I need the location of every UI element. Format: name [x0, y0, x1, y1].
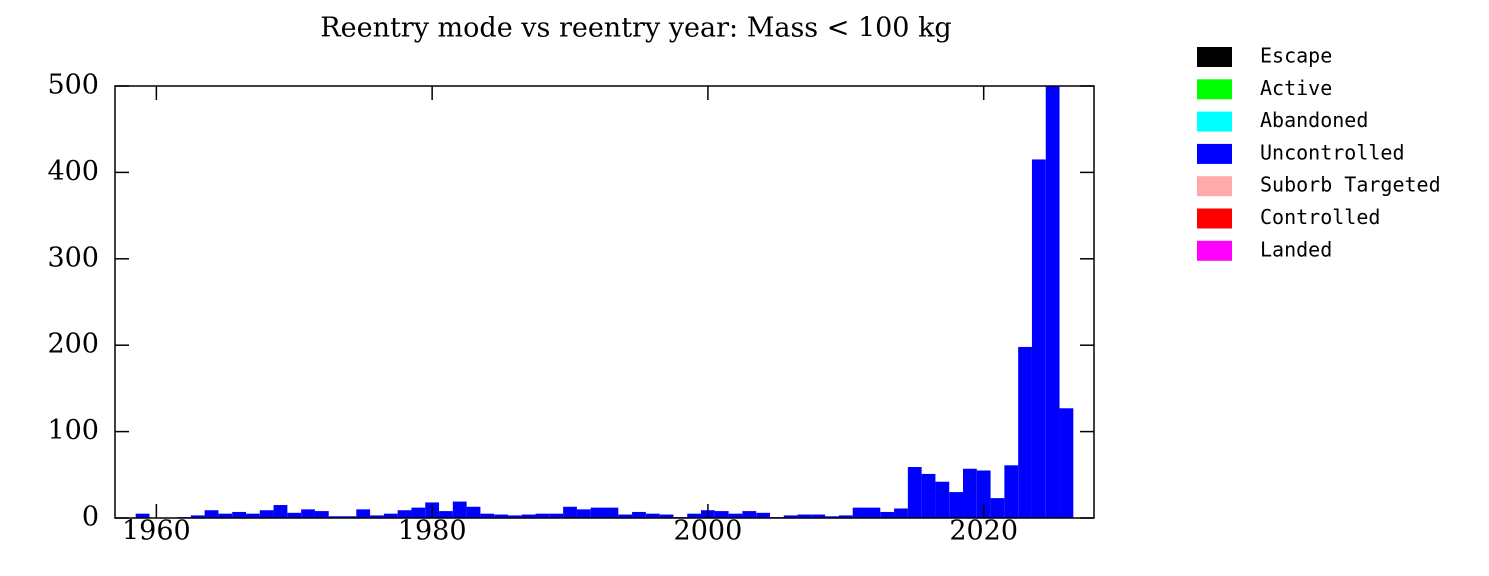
bar [894, 508, 908, 518]
bar [728, 513, 743, 518]
legend-label: Uncontrolled [1260, 140, 1405, 164]
bar [301, 509, 315, 518]
bar [383, 513, 398, 518]
bar [411, 507, 426, 518]
bar [990, 498, 1005, 518]
bar [535, 513, 550, 518]
bar [756, 512, 770, 518]
bar [714, 511, 729, 518]
legend-label: Landed [1260, 237, 1332, 261]
bar [245, 513, 260, 518]
bar [742, 511, 757, 518]
bar [232, 511, 246, 518]
bar [287, 512, 302, 518]
bar [1004, 465, 1019, 518]
legend-swatch [1197, 111, 1232, 132]
bar [645, 513, 660, 518]
bar [480, 513, 495, 518]
bar [632, 511, 646, 518]
x-tick-label: 2000 [674, 516, 743, 547]
legend-label: Suborb Targeted [1260, 173, 1441, 197]
legend-swatch [1197, 208, 1232, 229]
bar [838, 515, 853, 518]
bar [783, 515, 798, 518]
bar [204, 510, 219, 518]
bar [521, 514, 536, 518]
bar [314, 511, 329, 518]
y-tick-label: 400 [47, 156, 99, 187]
bar [259, 510, 274, 518]
legend-swatch [1197, 79, 1232, 100]
x-tick-label: 1980 [398, 516, 467, 547]
x-tick-label: 2020 [949, 516, 1018, 547]
bar [618, 514, 633, 518]
bar [935, 481, 950, 518]
legend-swatch [1197, 240, 1232, 261]
bar [563, 506, 577, 518]
bar [866, 507, 881, 518]
bar [328, 516, 343, 518]
legend-swatch [1197, 176, 1232, 197]
bar [1031, 159, 1046, 518]
bar [590, 507, 605, 518]
bar [452, 501, 467, 518]
bar [576, 509, 591, 518]
y-tick-label: 200 [47, 329, 99, 360]
y-tick-label: 500 [47, 70, 99, 101]
legend-swatch [1197, 47, 1232, 67]
bar [1018, 346, 1032, 518]
bar [797, 514, 812, 518]
bar [811, 514, 826, 518]
bar [907, 467, 922, 518]
bar [1059, 408, 1074, 518]
y-tick-label: 300 [47, 242, 99, 273]
bar [549, 513, 564, 518]
bar [852, 507, 867, 518]
x-tick-label: 1960 [122, 516, 191, 547]
bar [356, 509, 371, 518]
bar [1045, 86, 1060, 518]
bar [976, 470, 991, 518]
legend-label: Active [1260, 76, 1332, 100]
bar [825, 516, 839, 518]
bar [687, 513, 702, 518]
y-tick-label: 0 [82, 502, 99, 533]
bar [963, 468, 977, 518]
plot-frame [114, 85, 1095, 519]
bar [397, 510, 412, 518]
y-tick-label: 100 [47, 415, 99, 446]
bar [370, 515, 384, 518]
bar [342, 516, 357, 518]
bar [273, 505, 288, 518]
legend-swatch [1197, 143, 1232, 164]
bar [466, 506, 481, 518]
bar [921, 473, 936, 518]
chart-title: Reentry mode vs reentry year: Mass < 100… [320, 13, 951, 44]
bar [949, 492, 964, 518]
bar [880, 511, 895, 518]
bar [494, 514, 508, 518]
legend-label: Controlled [1260, 205, 1380, 229]
bar [218, 513, 233, 518]
legend-label: Abandoned [1260, 108, 1368, 132]
bar [604, 507, 619, 518]
bar [507, 515, 522, 518]
bar [439, 511, 453, 518]
legend-label: Escape [1260, 44, 1332, 68]
bar [190, 515, 205, 518]
bar [135, 513, 150, 518]
bar [659, 514, 674, 518]
